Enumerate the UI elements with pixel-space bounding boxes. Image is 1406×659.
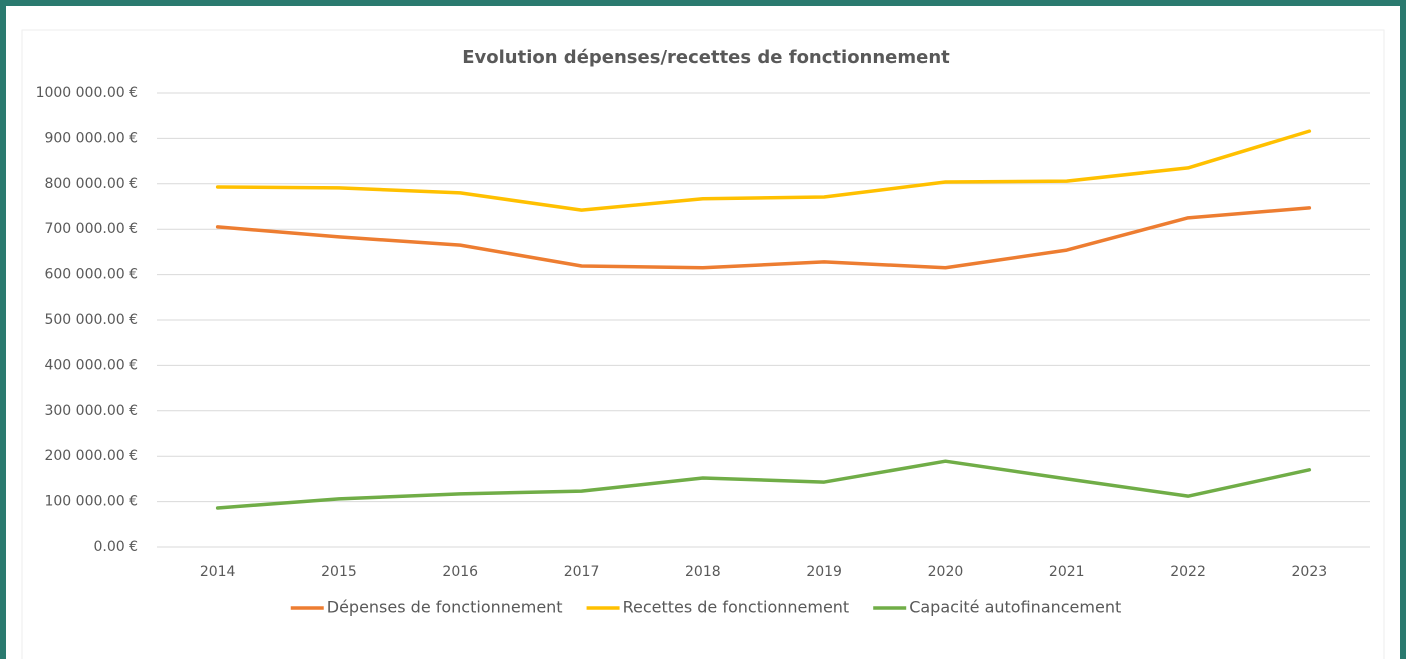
x-tick-label: 2023 — [1292, 564, 1328, 580]
legend-label: Dépenses de fonctionnement — [327, 598, 563, 617]
y-tick-label: 800 000.00 € — [44, 176, 138, 192]
y-tick-label: 300 000.00 € — [44, 403, 138, 419]
legend-label: Capacité autofinancement — [909, 598, 1121, 617]
x-tick-label: 2020 — [928, 564, 964, 580]
y-tick-label: 900 000.00 € — [44, 130, 138, 146]
legend-label: Recettes de fonctionnement — [623, 598, 850, 617]
x-tick-label: 2017 — [564, 564, 600, 580]
series-line — [215, 129, 1312, 212]
y-tick-label: 600 000.00 € — [44, 267, 138, 283]
y-tick-label: 0.00 € — [93, 539, 138, 555]
y-tick-label: 100 000.00 € — [44, 494, 138, 510]
x-tick-label: 2021 — [1049, 564, 1085, 580]
chart-title: Evolution dépenses/recettes de fonctionn… — [462, 47, 950, 68]
x-tick-label: 2022 — [1170, 564, 1206, 580]
y-tick-label: 700 000.00 € — [44, 221, 138, 237]
x-tick-label: 2018 — [685, 564, 721, 580]
y-tick-label: 500 000.00 € — [44, 312, 138, 328]
x-tick-label: 2015 — [321, 564, 357, 580]
x-tick-label: 2016 — [442, 564, 478, 580]
y-tick-label: 200 000.00 € — [44, 448, 138, 464]
chart-area-border — [21, 29, 1385, 659]
series-line — [215, 206, 1312, 270]
y-tick-label: 1000 000.00 € — [36, 85, 138, 101]
y-tick-label: 400 000.00 € — [44, 357, 138, 373]
series-line — [215, 459, 1312, 510]
x-tick-label: 2019 — [806, 564, 842, 580]
x-tick-label: 2014 — [200, 564, 236, 580]
